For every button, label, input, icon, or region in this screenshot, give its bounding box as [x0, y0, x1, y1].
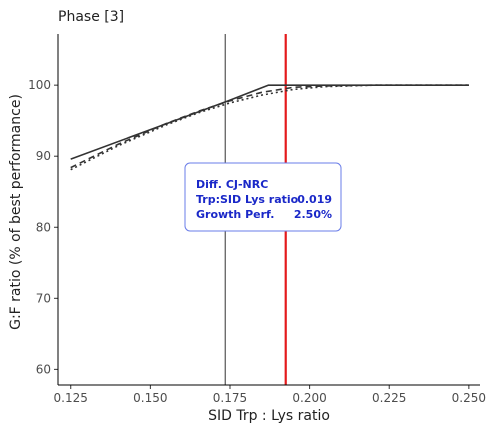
chart-title: Phase [3] [58, 9, 124, 25]
annotation-row-label: Growth Perf. [196, 208, 274, 221]
x-ticks: 0.125 0.150 0.175 0.200 0.225 0.250 [54, 385, 486, 405]
annotation-box: Diff. CJ-NRC Trp:SID Lys ratio 0.019 Gro… [184, 162, 342, 232]
y-tick-label: 90 [36, 149, 51, 163]
x-tick-label: 0.150 [133, 391, 167, 405]
x-tick-label: 0.175 [213, 391, 247, 405]
x-tick-label: 0.125 [54, 391, 88, 405]
y-tick-label: 100 [28, 78, 51, 92]
x-axis-label: SID Trp : Lys ratio [208, 408, 330, 424]
series-line-dotted [70, 84, 469, 171]
annotation-row-value: 0.019 [297, 193, 332, 206]
y-ticks: 60 70 80 90 100 [28, 78, 58, 376]
x-tick-label: 0.250 [452, 391, 486, 405]
annotation-row-value: 2.50% [294, 208, 332, 221]
y-tick-label: 80 [36, 220, 51, 234]
annotation-row-label: Trp:SID Lys ratio [196, 193, 299, 206]
series-line-dashed [70, 84, 469, 169]
annotation-title: Diff. CJ-NRC [196, 178, 268, 191]
y-axis-label: G:F ratio (% of best performance) [8, 94, 24, 330]
annotation-frame [184, 162, 342, 232]
x-tick-label: 0.200 [292, 391, 326, 405]
y-tick-label: 70 [36, 291, 51, 305]
series-line-solid [70, 84, 469, 160]
y-tick-label: 60 [36, 362, 51, 376]
x-tick-label: 0.225 [372, 391, 406, 405]
